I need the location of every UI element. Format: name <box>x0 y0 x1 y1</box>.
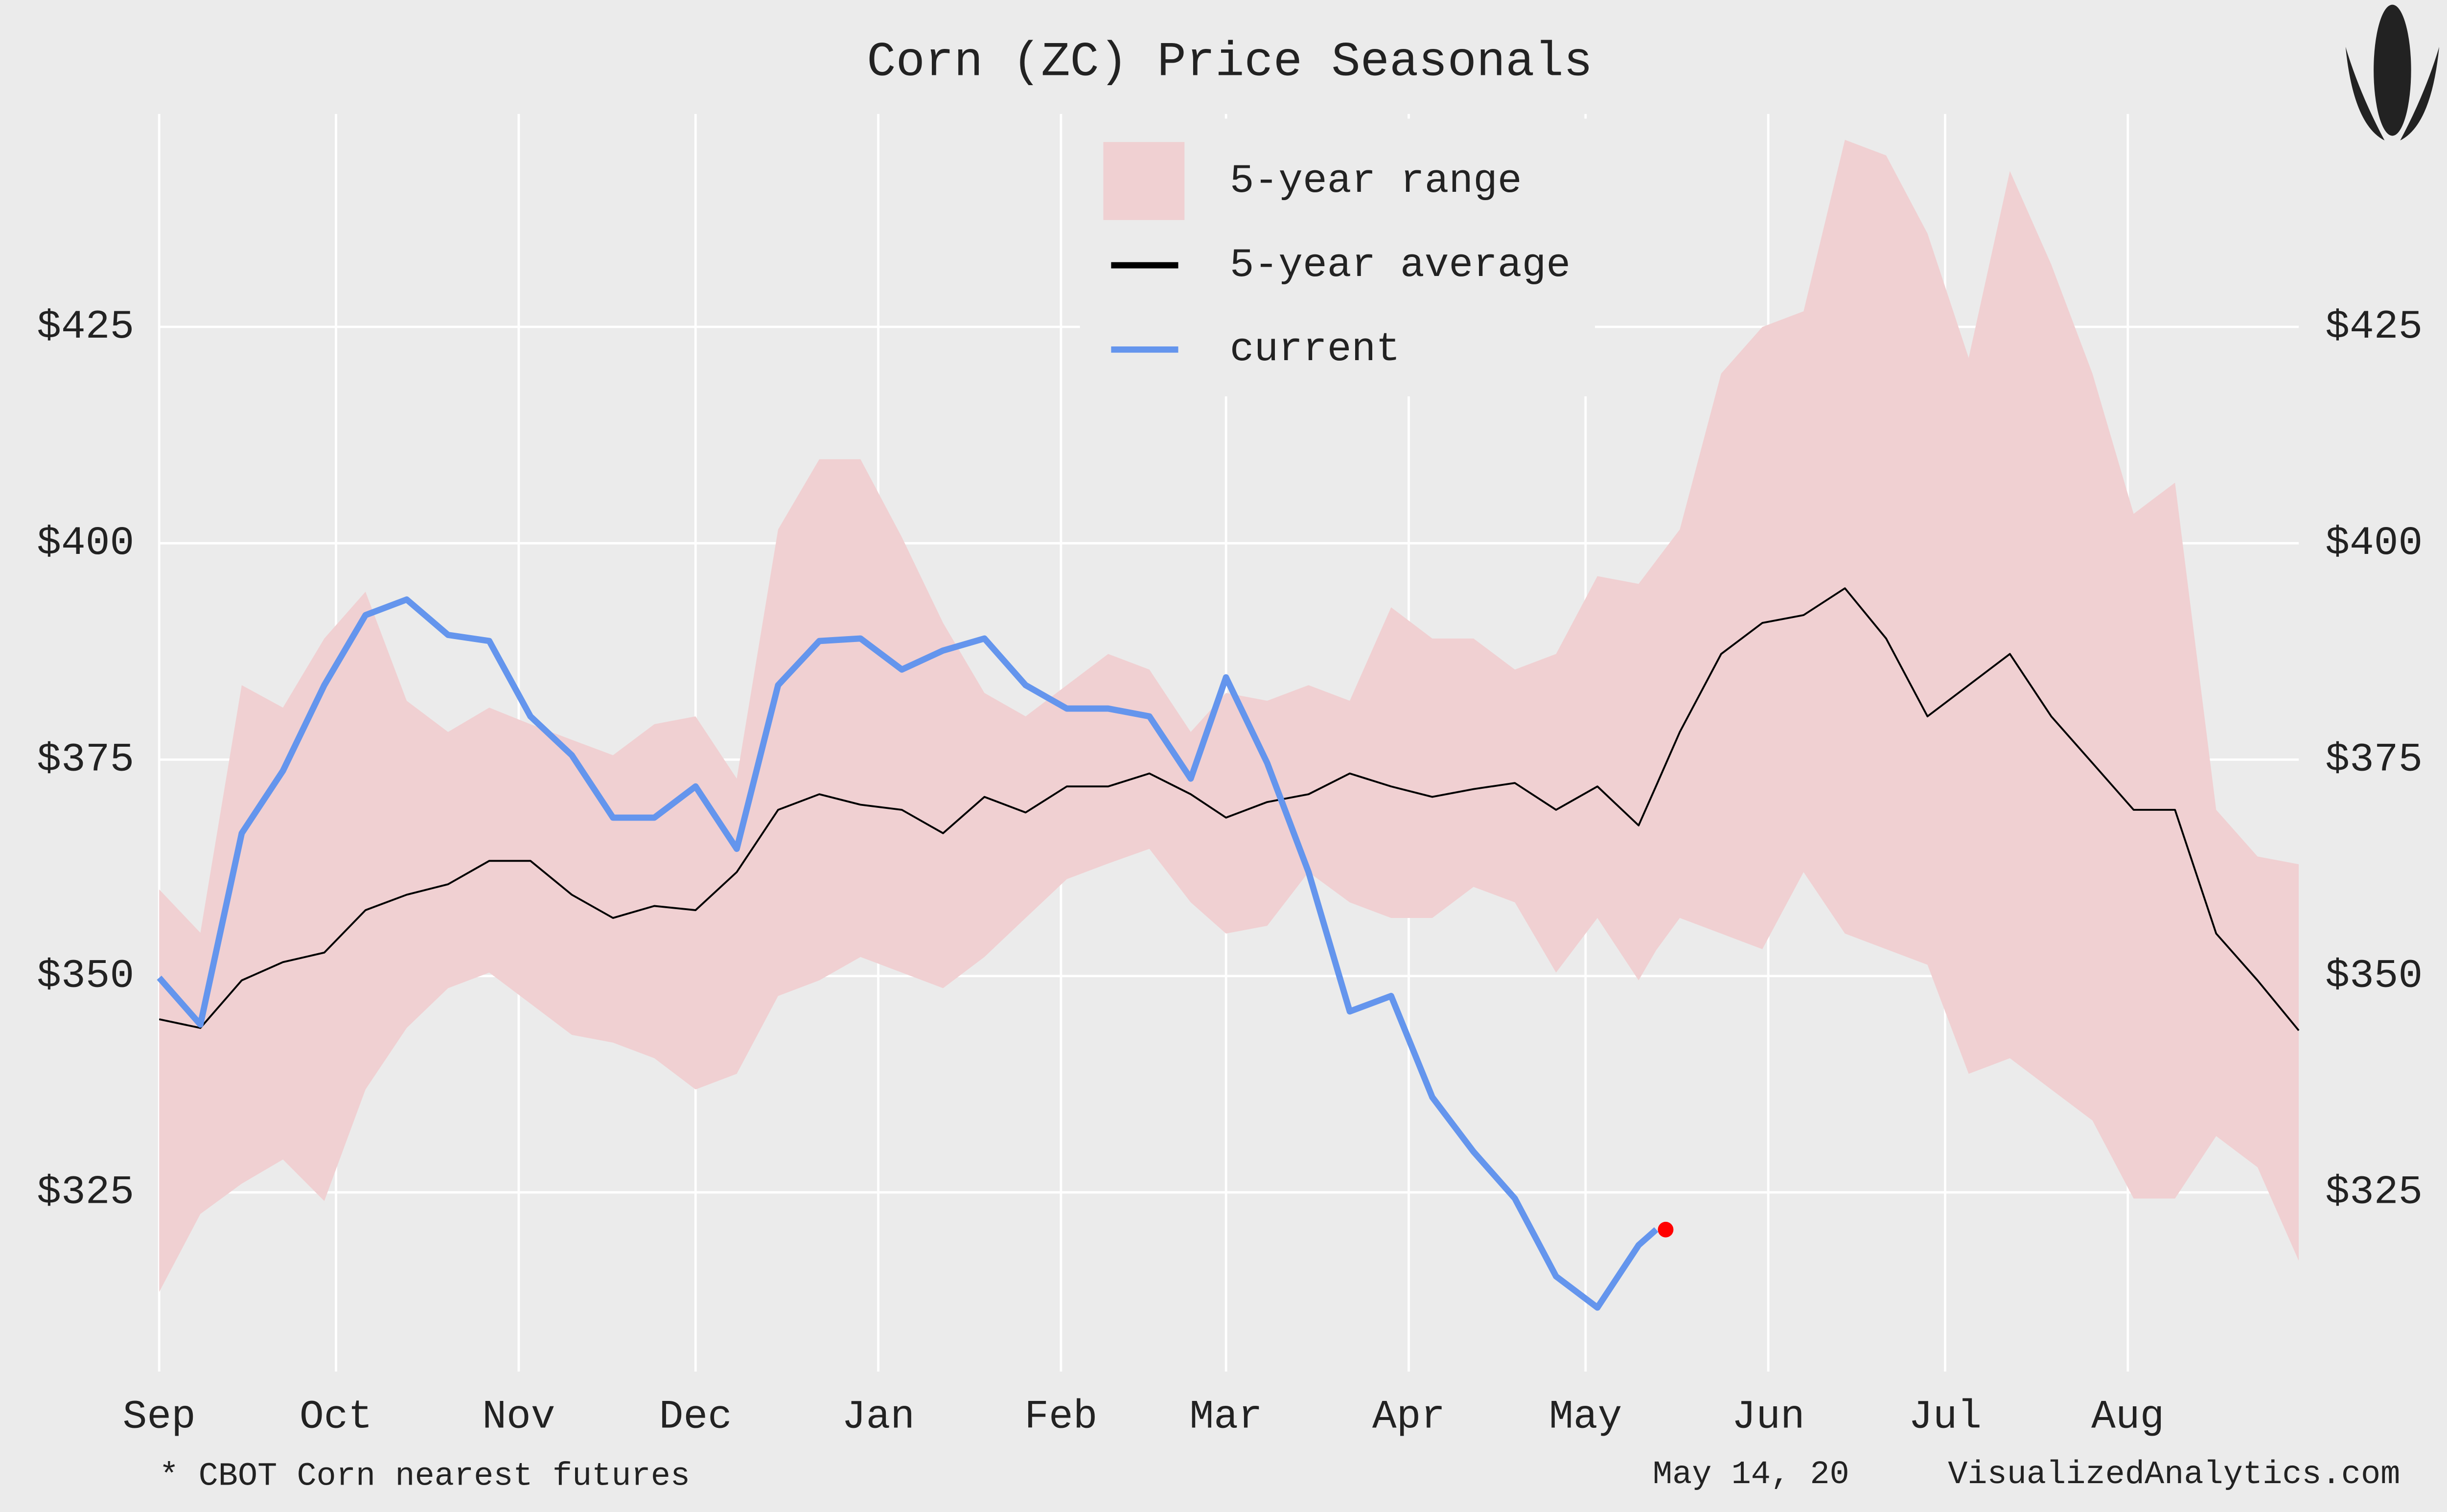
x-tick-label: Dec <box>659 1394 732 1440</box>
legend-label: 5-year range <box>1230 158 1522 204</box>
y-tick-label: $400 <box>37 520 134 566</box>
x-tick-label: Mar <box>1190 1394 1263 1440</box>
y-tick-label: $325 <box>37 1169 134 1215</box>
y2-tick-label: $400 <box>2325 520 2423 566</box>
date: May 14, 20 <box>1653 1456 1849 1493</box>
line <box>157 596 1659 1311</box>
legend-label: current <box>1230 326 1400 372</box>
y-tick-label: $350 <box>37 953 134 999</box>
legend-label: 5-year average <box>1230 242 1570 288</box>
y2-tick-label: $425 <box>2325 304 2423 350</box>
y-tick-label: $375 <box>37 736 134 782</box>
source: VisualizedAnalytics.com <box>1948 1456 2400 1493</box>
line <box>159 587 2300 1031</box>
x-tick-label: Jan <box>842 1394 915 1440</box>
x-tick-label: Oct <box>300 1394 372 1440</box>
legend-swatch <box>1103 142 1185 220</box>
chart-title: Corn (ZC) Price Seasonals <box>867 35 1593 90</box>
data <box>157 139 2300 1311</box>
y2-tick-label: $350 <box>2325 953 2423 999</box>
last-point <box>1658 1221 1674 1237</box>
range-band <box>159 139 2299 1292</box>
x-tick-label: May <box>1549 1394 1622 1440</box>
corn-icon <box>2345 4 2440 141</box>
y-tick-label: $425 <box>37 304 134 350</box>
y2-tick-label: $325 <box>2325 1169 2423 1215</box>
x-tick-label: Nov <box>482 1394 555 1440</box>
x-tick-label: Sep <box>123 1394 196 1440</box>
x-tick-label: Jun <box>1732 1394 1805 1440</box>
y2-tick-label: $375 <box>2325 736 2423 782</box>
x-tick-label: Jul <box>1909 1394 1982 1440</box>
x-tick-label: Apr <box>1372 1394 1445 1440</box>
footnote: * CBOT Corn nearest futures <box>159 1458 690 1495</box>
x-tick-label: Feb <box>1024 1394 1097 1440</box>
legend: 5-year range 5-year average current <box>1080 118 1595 396</box>
x-tick-label: Aug <box>2091 1394 2164 1440</box>
